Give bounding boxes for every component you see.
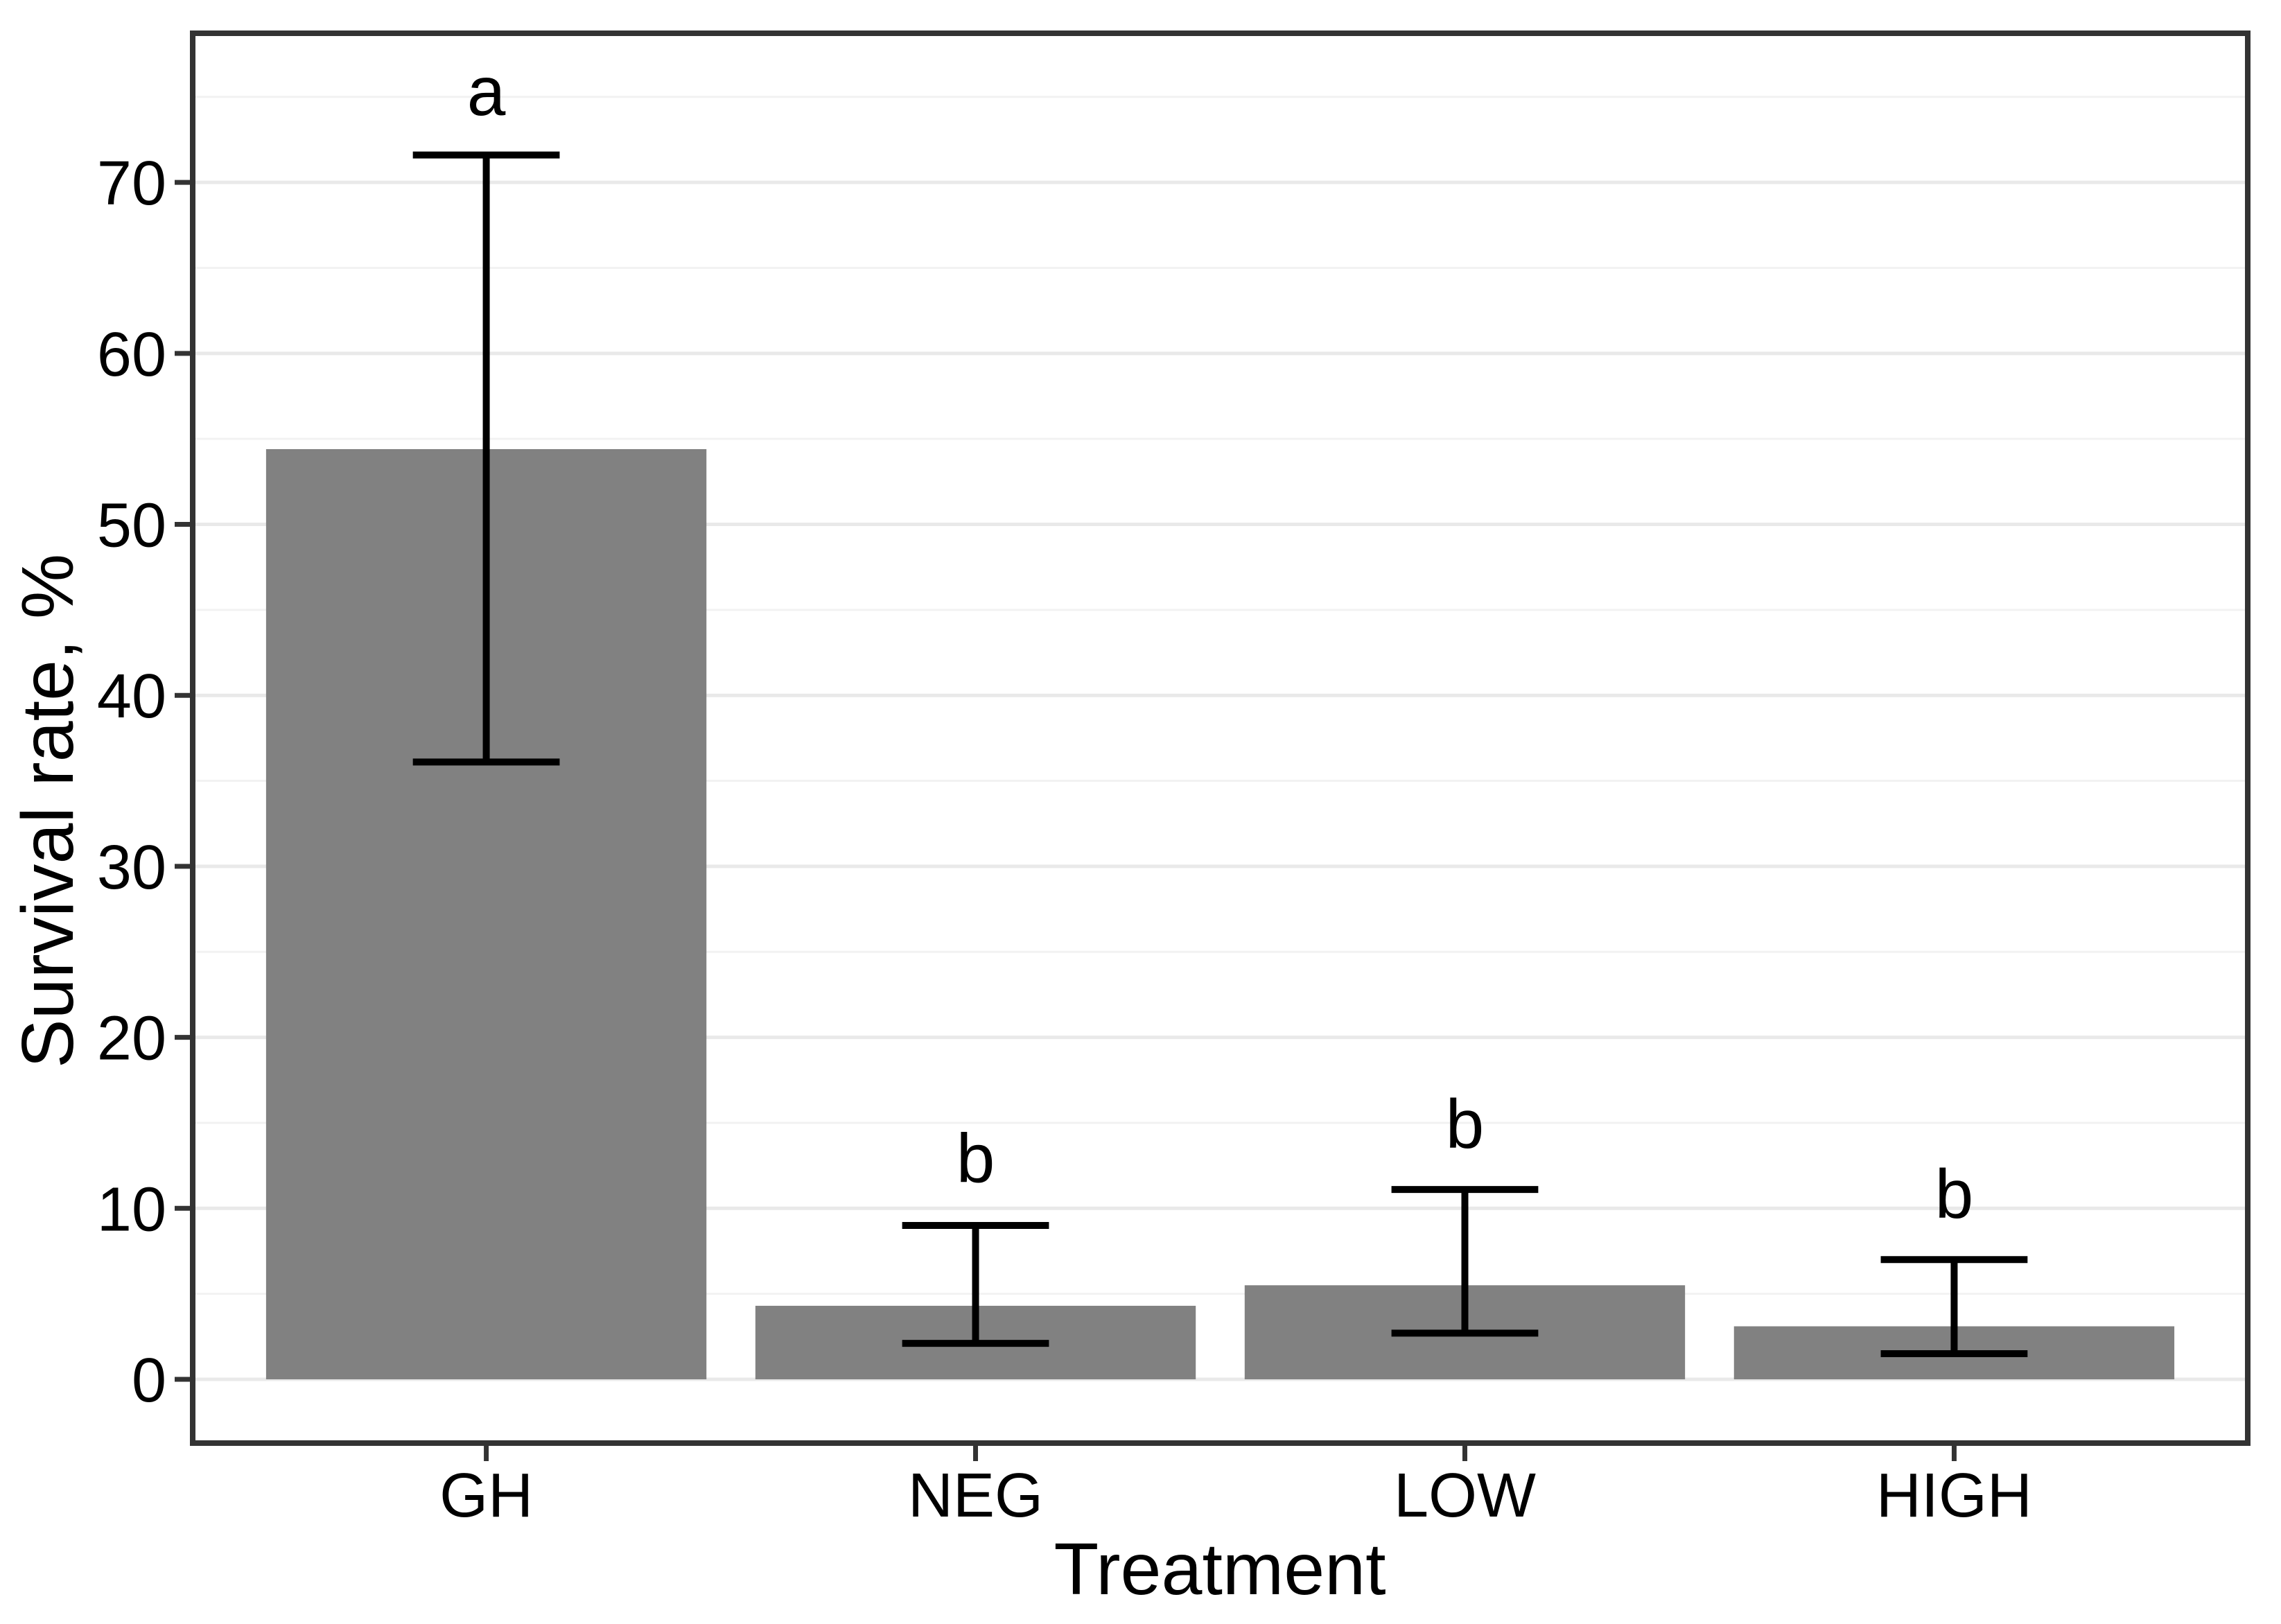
sig-letter-neg: b xyxy=(956,1119,995,1197)
x-category-label-low: LOW xyxy=(1394,1461,1536,1530)
x-axis-title: Treatment xyxy=(1054,1528,1386,1610)
y-tick-label: 70 xyxy=(97,149,166,218)
y-tick-label: 0 xyxy=(132,1346,166,1415)
sig-letter-high: b xyxy=(1935,1155,1974,1233)
y-tick-label: 30 xyxy=(97,833,166,902)
y-axis-title: Survival rate, % xyxy=(7,554,89,1068)
y-tick-label: 60 xyxy=(97,320,166,390)
y-tick-label: 10 xyxy=(97,1175,166,1244)
sig-letter-low: b xyxy=(1446,1085,1485,1163)
x-category-label-gh: GH xyxy=(439,1461,533,1530)
sig-letter-gh: a xyxy=(467,53,506,130)
y-tick-label: 50 xyxy=(97,491,166,561)
y-tick-label: 40 xyxy=(97,662,166,731)
x-category-label-neg: NEG xyxy=(908,1461,1043,1530)
panel-border xyxy=(190,30,2251,1446)
x-category-label-high: HIGH xyxy=(1876,1461,2032,1530)
y-tick-label: 20 xyxy=(97,1004,166,1074)
